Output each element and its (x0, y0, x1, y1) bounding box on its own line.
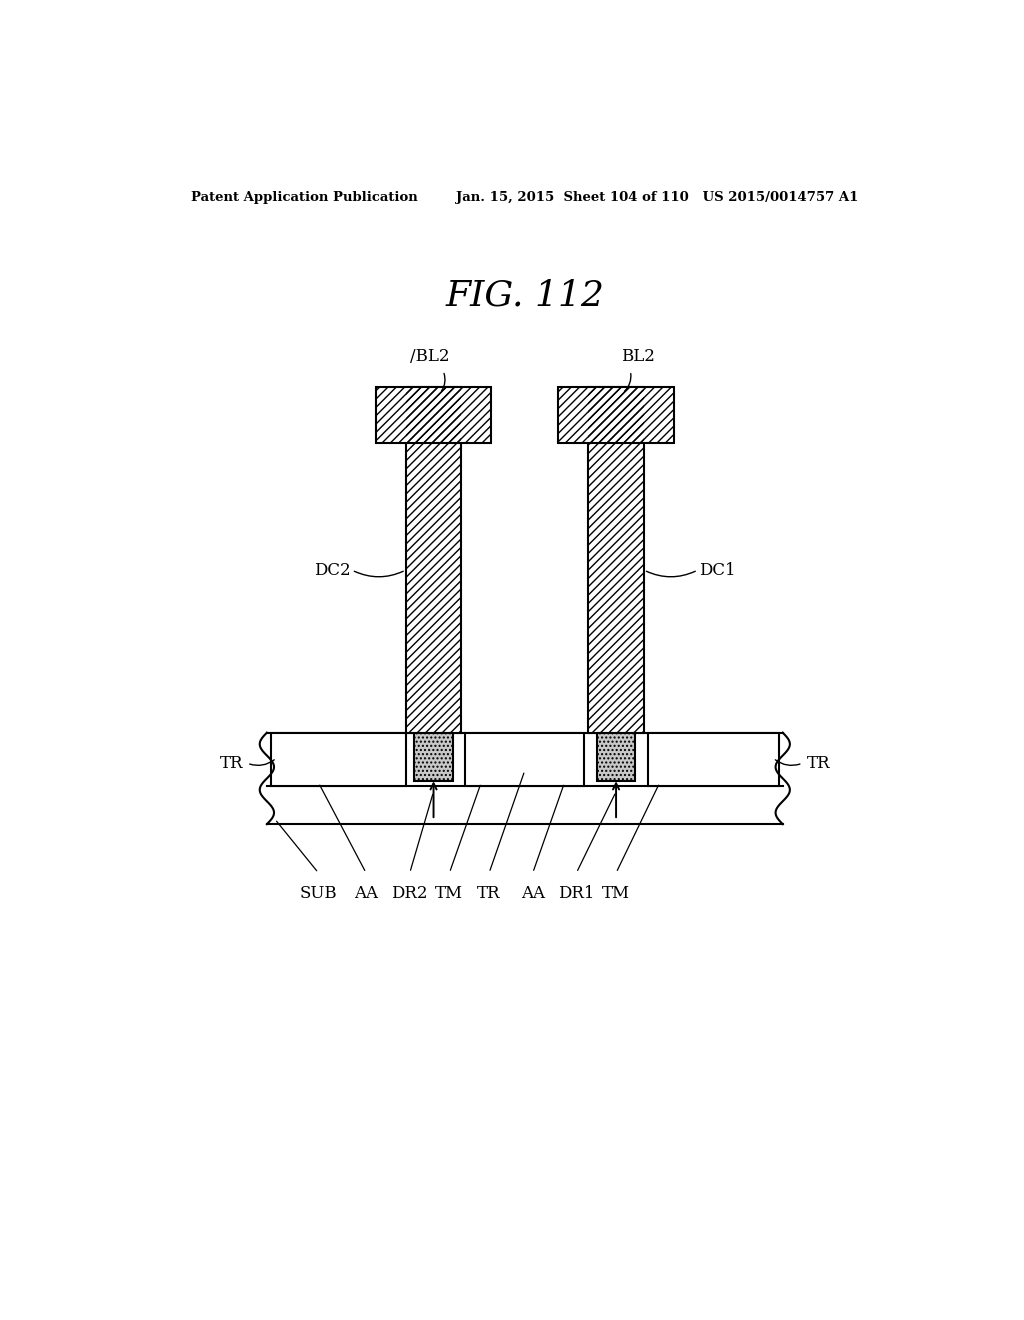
FancyBboxPatch shape (588, 387, 644, 733)
Text: DR1: DR1 (558, 886, 595, 902)
FancyBboxPatch shape (465, 733, 585, 785)
FancyBboxPatch shape (415, 733, 453, 781)
Text: TR: TR (477, 886, 501, 902)
Text: TR: TR (219, 755, 243, 772)
Text: FIG. 112: FIG. 112 (445, 279, 604, 313)
Text: TM: TM (435, 886, 464, 902)
Text: /BL2: /BL2 (410, 347, 450, 364)
FancyBboxPatch shape (648, 733, 778, 785)
Text: DC2: DC2 (313, 561, 350, 578)
Text: BL2: BL2 (622, 347, 655, 364)
Text: DR2: DR2 (391, 886, 428, 902)
Text: Patent Application Publication: Patent Application Publication (191, 190, 418, 203)
Text: SUB: SUB (300, 886, 337, 902)
Text: TR: TR (807, 755, 830, 772)
Text: TM: TM (602, 886, 630, 902)
FancyBboxPatch shape (406, 387, 461, 733)
FancyBboxPatch shape (558, 387, 674, 444)
Text: Jan. 15, 2015  Sheet 104 of 110   US 2015/0014757 A1: Jan. 15, 2015 Sheet 104 of 110 US 2015/0… (456, 190, 858, 203)
Text: AA: AA (354, 886, 378, 902)
FancyBboxPatch shape (270, 733, 406, 785)
Text: DC1: DC1 (699, 561, 736, 578)
FancyBboxPatch shape (597, 733, 635, 781)
FancyBboxPatch shape (376, 387, 492, 444)
Text: AA: AA (521, 886, 545, 902)
